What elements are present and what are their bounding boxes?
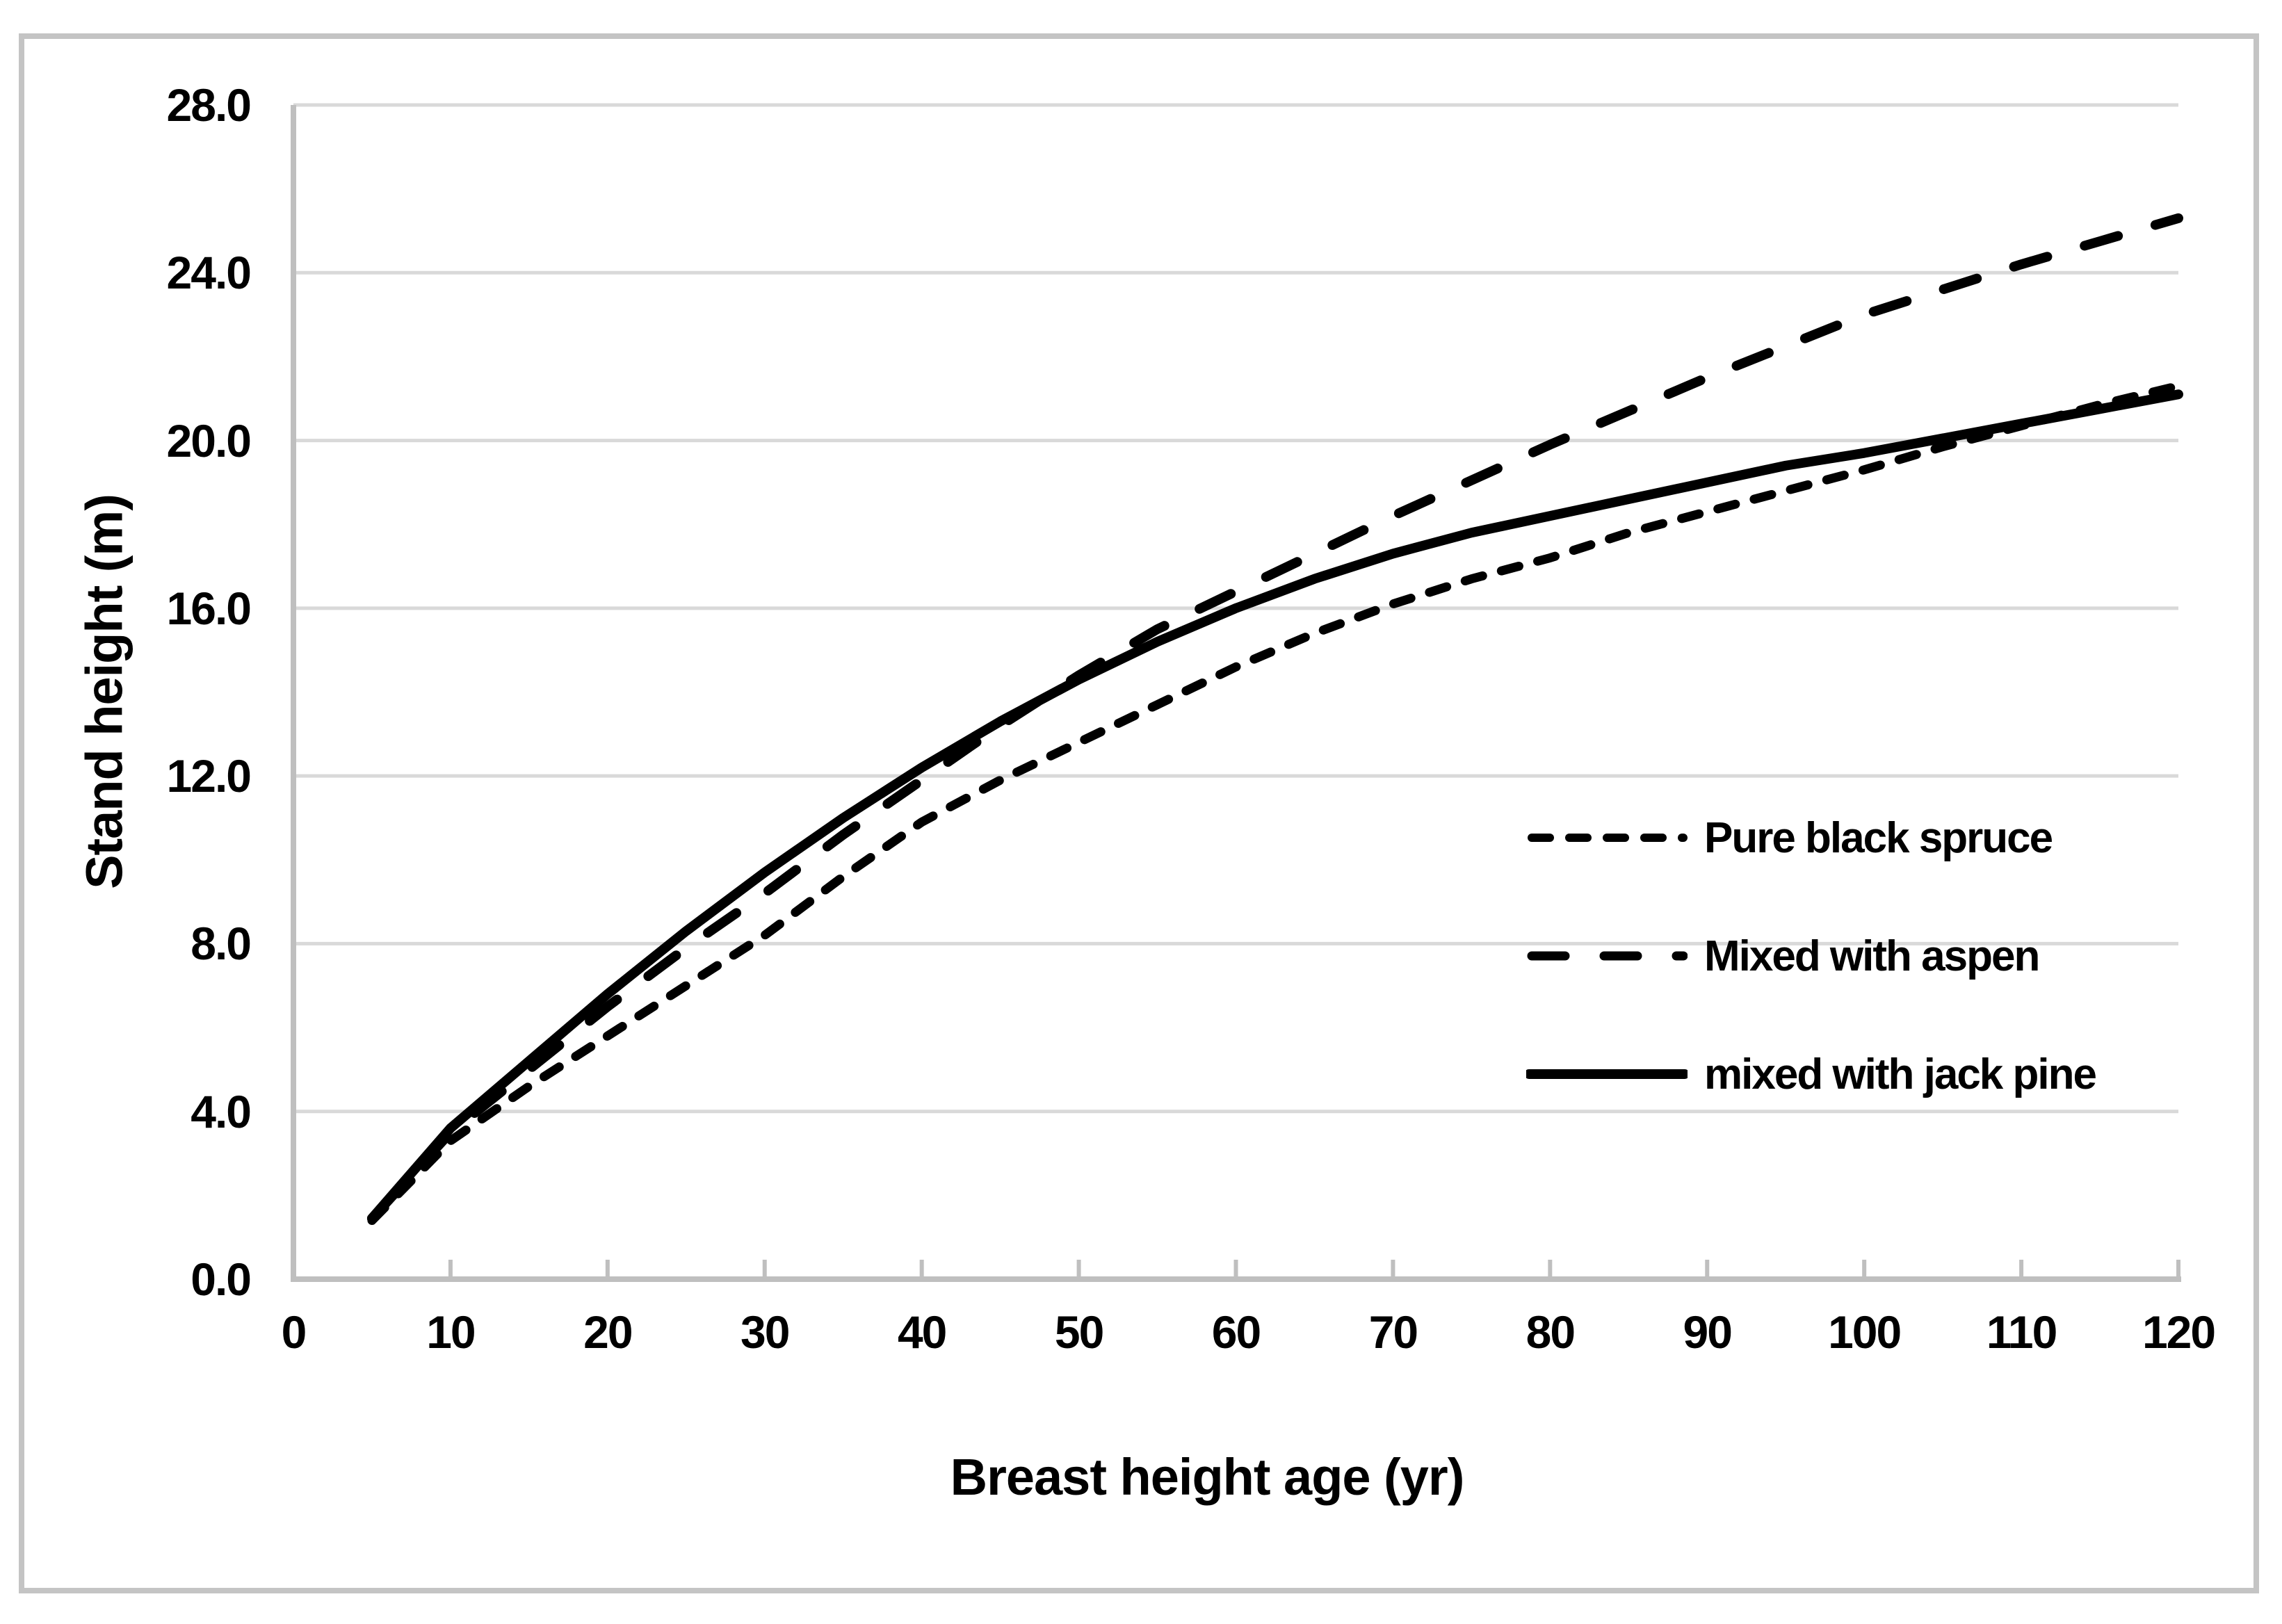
legend-label: mixed with jack pine: [1704, 1050, 2097, 1098]
x-tick-label: 90: [1683, 1306, 1733, 1358]
y-tick-label: 24.0: [166, 247, 252, 299]
x-tick-label: 20: [583, 1306, 633, 1358]
figure-border: [19, 33, 2259, 1593]
y-tick-label: 4.0: [191, 1085, 252, 1137]
series-line-mixed-with-jack-pine: [366, 389, 2183, 1224]
x-tick-label: 80: [1526, 1306, 1576, 1358]
x-tick-label: 40: [897, 1306, 947, 1358]
y-tick-label: 16.0: [166, 582, 252, 634]
x-tick-label: 110: [1986, 1306, 2057, 1358]
x-tick-label: 100: [1828, 1306, 1902, 1358]
legend-label: Mixed with aspen: [1704, 932, 2040, 980]
series-line-mixed-with-aspen: [366, 213, 2183, 1224]
x-tick-label: 0: [281, 1306, 307, 1358]
legend-item-pure-black-spruce: Pure black spruce: [1526, 809, 2053, 867]
x-tick-label: 50: [1054, 1306, 1104, 1358]
short-dash-line-icon: [1528, 834, 1688, 842]
y-tick-label: 28.0: [166, 79, 252, 131]
x-tick-label: 120: [2142, 1306, 2216, 1358]
y-tick-label: 0.0: [191, 1253, 252, 1305]
y-axis-title: Stand height (m): [75, 494, 133, 889]
y-tick-label: 12.0: [166, 750, 252, 802]
y-tick-label: 20.0: [166, 414, 252, 466]
long-dash-line-icon: [1527, 951, 1688, 961]
x-axis-title: Breast height age (yr): [950, 1448, 1465, 1506]
y-tick-label: 8.0: [191, 918, 252, 970]
solid-line-icon: [1526, 1069, 1688, 1079]
x-tick-label: 30: [741, 1306, 790, 1358]
x-tick-label: 60: [1211, 1306, 1261, 1358]
legend-item-mixed-with-jack-pine: mixed with jack pine: [1526, 1045, 2097, 1103]
x-tick-label: 10: [426, 1306, 476, 1358]
series-line-pure-black-spruce: [367, 381, 2183, 1226]
legend-item-mixed-with-aspen: Mixed with aspen: [1526, 927, 2040, 985]
legend-label: Pure black spruce: [1704, 813, 2053, 862]
x-tick-label: 70: [1368, 1306, 1418, 1358]
